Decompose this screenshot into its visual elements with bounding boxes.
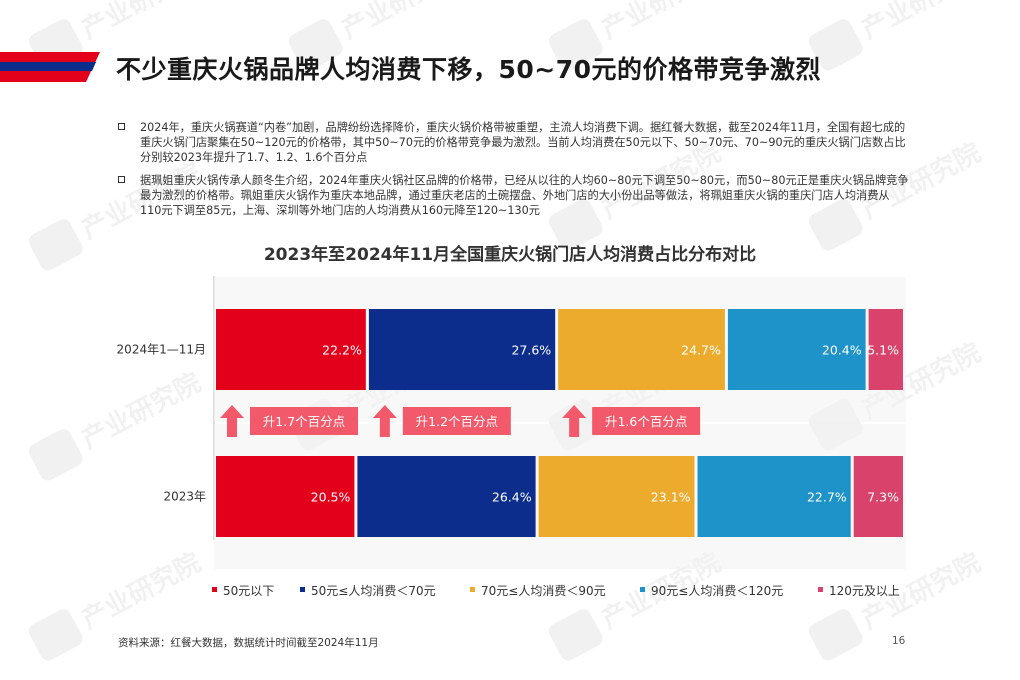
annotation-label: 升1.7个百分点 <box>263 414 345 429</box>
data-label: 22.7% <box>807 490 847 505</box>
legend-label: 120元及以上 <box>829 584 900 598</box>
bar-segment <box>216 309 366 390</box>
legend-item: 90元≤人均消费＜120元 <box>640 584 783 598</box>
legend-swatch <box>818 587 823 592</box>
bullet-list: 2024年，重庆火锅赛道“内卷”加剧，品牌纷纷选择降价，重庆火锅价格带被重塑，主… <box>118 120 910 225</box>
category-label: 2023年 <box>163 490 206 504</box>
source-note: 资料来源：红餐大数据，数据统计时间截至2024年11月 <box>118 637 379 649</box>
bullet-square-icon <box>118 175 125 183</box>
data-label: 23.1% <box>651 490 691 505</box>
data-label: 27.6% <box>511 343 551 358</box>
legend-label: 70元≤人均消费＜90元 <box>481 584 606 598</box>
bullet-text: 2024年，重庆火锅赛道“内卷”加剧，品牌纷纷选择降价，重庆火锅价格带被重塑，主… <box>140 121 906 165</box>
data-label: 20.4% <box>822 343 862 358</box>
legend-swatch <box>212 587 217 592</box>
legend-item: 120元及以上 <box>818 584 900 598</box>
page-title: 不少重庆火锅品牌人均消费下移，50~70元的价格带竞争激烈 <box>116 55 822 84</box>
increase-annotation: 升1.6个百分点 <box>562 405 701 437</box>
data-label: 20.5% <box>311 490 351 505</box>
bar-segment <box>368 309 556 390</box>
bullet-item: 据珮姐重庆火锅传承人颜冬生介绍，2024年重庆火锅社区品牌的价格带，已经从以往的… <box>118 173 910 219</box>
bar-segment <box>697 456 851 537</box>
up-arrow-icon <box>220 405 244 437</box>
legend-label: 90元≤人均消费＜120元 <box>651 584 783 598</box>
legend-item: 50元以下 <box>212 584 274 598</box>
bar-segment <box>868 309 903 390</box>
legend-swatch <box>470 587 475 592</box>
annotation-pill <box>592 407 701 435</box>
bar-segment <box>558 309 725 390</box>
legend-label: 50元≤人均消费＜70元 <box>311 584 436 598</box>
bullet-text: 据珮姐重庆火锅传承人颜冬生介绍，2024年重庆火锅社区品牌的价格带，已经从以往的… <box>140 173 909 218</box>
annotation-label: 升1.2个百分点 <box>416 414 498 429</box>
data-label: 22.2% <box>322 343 362 358</box>
legend-swatch <box>640 587 645 592</box>
legend-label: 50元以下 <box>223 584 274 598</box>
chart-title: 2023年至2024年11月全国重庆火锅门店人均消费占比分布对比 <box>263 245 757 265</box>
data-label: 24.7% <box>681 343 721 358</box>
bullet-square-icon <box>118 123 125 130</box>
data-label: 7.3% <box>867 490 899 505</box>
up-arrow-icon <box>372 405 397 437</box>
data-label: 26.4% <box>492 490 532 505</box>
bar-segment <box>216 456 355 537</box>
up-arrow-icon <box>562 405 587 437</box>
increase-annotation: 升1.7个百分点 <box>220 405 358 437</box>
bar-segment <box>853 456 903 537</box>
bar-segment <box>538 456 695 537</box>
annotation-label: 升1.6个百分点 <box>605 414 687 429</box>
category-label: 2024年1—11月 <box>117 343 206 357</box>
bullet-item: 2024年，重庆火锅赛道“内卷”加剧，品牌纷纷选择降价，重庆火锅价格带被重塑，主… <box>118 120 910 166</box>
legend-swatch <box>300 587 305 592</box>
header-accent-bar <box>0 52 100 82</box>
page-number: 16 <box>892 635 906 647</box>
bar-segment <box>357 456 536 537</box>
annotation-pill <box>402 407 511 435</box>
bar-segment <box>727 309 866 390</box>
data-label: 5.1% <box>867 343 899 358</box>
increase-annotation: 升1.2个百分点 <box>372 405 511 437</box>
annotation-pill <box>250 407 358 435</box>
legend-item: 70元≤人均消费＜90元 <box>470 584 606 598</box>
legend-item: 50元≤人均消费＜70元 <box>300 584 436 598</box>
